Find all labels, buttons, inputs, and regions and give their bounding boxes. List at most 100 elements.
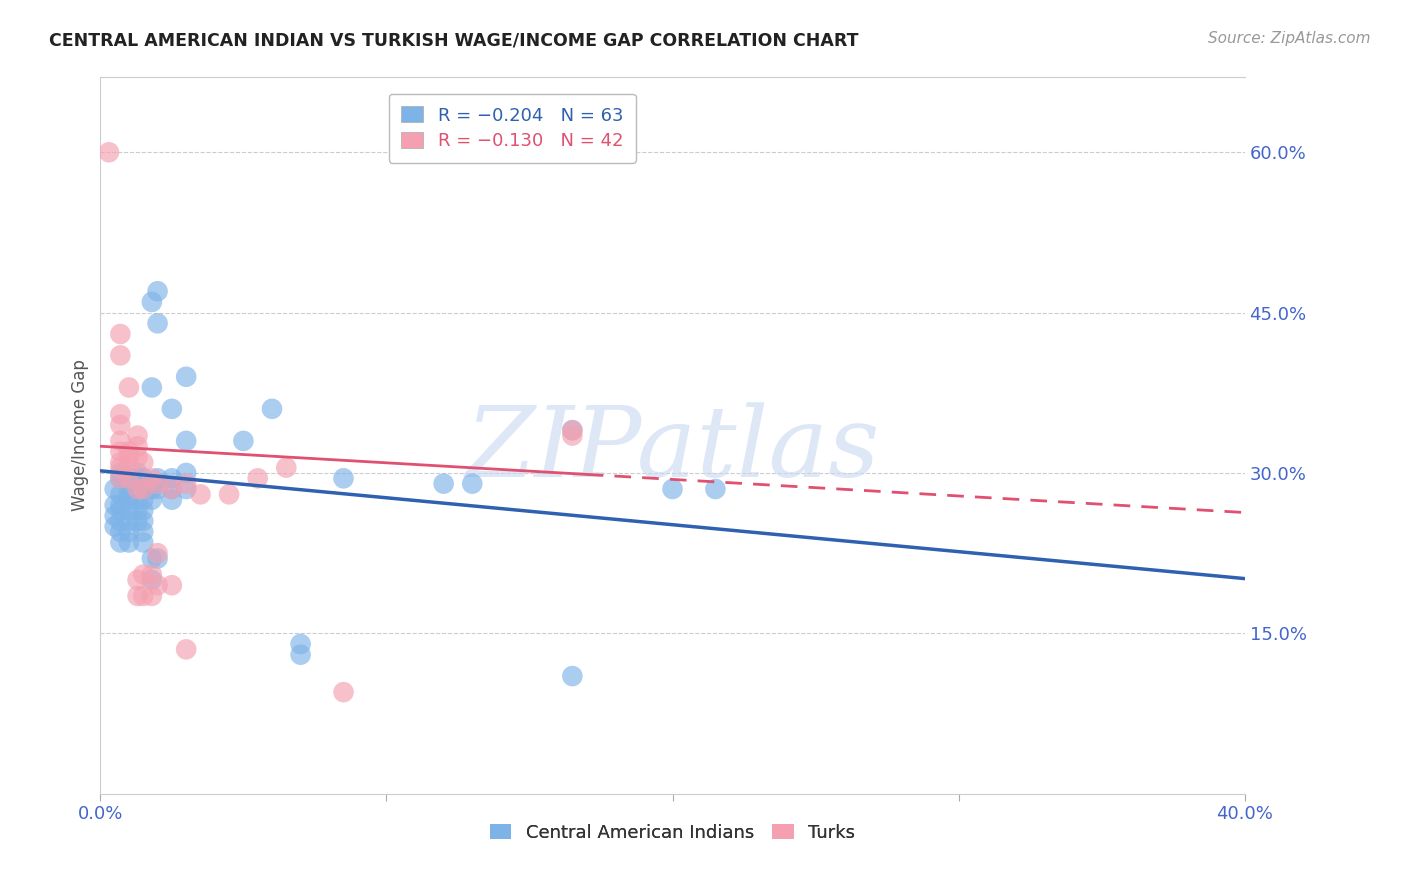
Point	[141, 294, 163, 309]
Point	[127, 589, 149, 603]
Point	[118, 492, 141, 507]
Point	[127, 439, 149, 453]
Point	[132, 482, 155, 496]
Point	[132, 471, 155, 485]
Point	[118, 535, 141, 549]
Point	[141, 551, 163, 566]
Point	[174, 642, 197, 657]
Point	[160, 578, 183, 592]
Point	[141, 567, 163, 582]
Point	[141, 471, 163, 485]
Point	[110, 535, 132, 549]
Point	[246, 471, 269, 485]
Point	[110, 524, 132, 539]
Point	[132, 482, 155, 496]
Point	[110, 471, 132, 485]
Point	[174, 369, 197, 384]
Point	[104, 498, 127, 512]
Point	[132, 567, 155, 582]
Point	[132, 492, 155, 507]
Point	[174, 476, 197, 491]
Point	[132, 524, 155, 539]
Point	[561, 423, 583, 437]
Point	[118, 487, 141, 501]
Point	[110, 487, 132, 501]
Point	[276, 460, 298, 475]
Point	[118, 471, 141, 485]
Point	[561, 669, 583, 683]
Text: CENTRAL AMERICAN INDIAN VS TURKISH WAGE/INCOME GAP CORRELATION CHART: CENTRAL AMERICAN INDIAN VS TURKISH WAGE/…	[49, 31, 859, 49]
Point	[110, 417, 132, 432]
Point	[110, 498, 132, 512]
Point	[146, 551, 169, 566]
Point	[110, 407, 132, 421]
Point	[127, 450, 149, 464]
Point	[160, 401, 183, 416]
Point	[290, 648, 312, 662]
Point	[104, 519, 127, 533]
Point	[160, 482, 183, 496]
Point	[118, 482, 141, 496]
Point	[174, 482, 197, 496]
Point	[132, 535, 155, 549]
Point	[118, 444, 141, 458]
Point	[174, 466, 197, 480]
Point	[110, 514, 132, 528]
Text: Source: ZipAtlas.com: Source: ZipAtlas.com	[1208, 31, 1371, 46]
Point	[127, 482, 149, 496]
Point	[127, 428, 149, 442]
Point	[146, 482, 169, 496]
Point	[110, 348, 132, 362]
Point	[110, 466, 132, 480]
Point	[110, 460, 132, 475]
Point	[110, 503, 132, 517]
Point	[190, 487, 212, 501]
Point	[174, 434, 197, 448]
Point	[127, 471, 149, 485]
Point	[146, 316, 169, 330]
Point	[141, 589, 163, 603]
Point	[110, 326, 132, 341]
Point	[110, 471, 132, 485]
Point	[132, 514, 155, 528]
Point	[118, 471, 141, 485]
Point	[332, 685, 354, 699]
Point	[132, 589, 155, 603]
Point	[118, 514, 141, 528]
Point	[561, 423, 583, 437]
Point	[461, 476, 484, 491]
Point	[290, 637, 312, 651]
Point	[118, 503, 141, 517]
Point	[97, 145, 120, 160]
Point	[127, 466, 149, 480]
Point	[146, 285, 169, 299]
Point	[260, 401, 283, 416]
Point	[118, 380, 141, 394]
Point	[160, 482, 183, 496]
Point	[146, 476, 169, 491]
Point	[110, 444, 132, 458]
Point	[132, 503, 155, 517]
Point	[146, 546, 169, 560]
Y-axis label: Wage/Income Gap: Wage/Income Gap	[72, 359, 89, 511]
Point	[127, 482, 149, 496]
Point	[127, 573, 149, 587]
Point	[127, 503, 149, 517]
Point	[110, 434, 132, 448]
Point	[146, 578, 169, 592]
Point	[118, 450, 141, 464]
Point	[146, 471, 169, 485]
Point	[104, 508, 127, 523]
Point	[160, 492, 183, 507]
Point	[141, 573, 163, 587]
Point	[132, 455, 155, 469]
Point	[160, 471, 183, 485]
Point	[104, 482, 127, 496]
Legend: Central American Indians, Turks: Central American Indians, Turks	[482, 817, 862, 849]
Point	[127, 492, 149, 507]
Point	[141, 492, 163, 507]
Point	[561, 428, 583, 442]
Point	[110, 455, 132, 469]
Point	[218, 487, 240, 501]
Point	[332, 471, 354, 485]
